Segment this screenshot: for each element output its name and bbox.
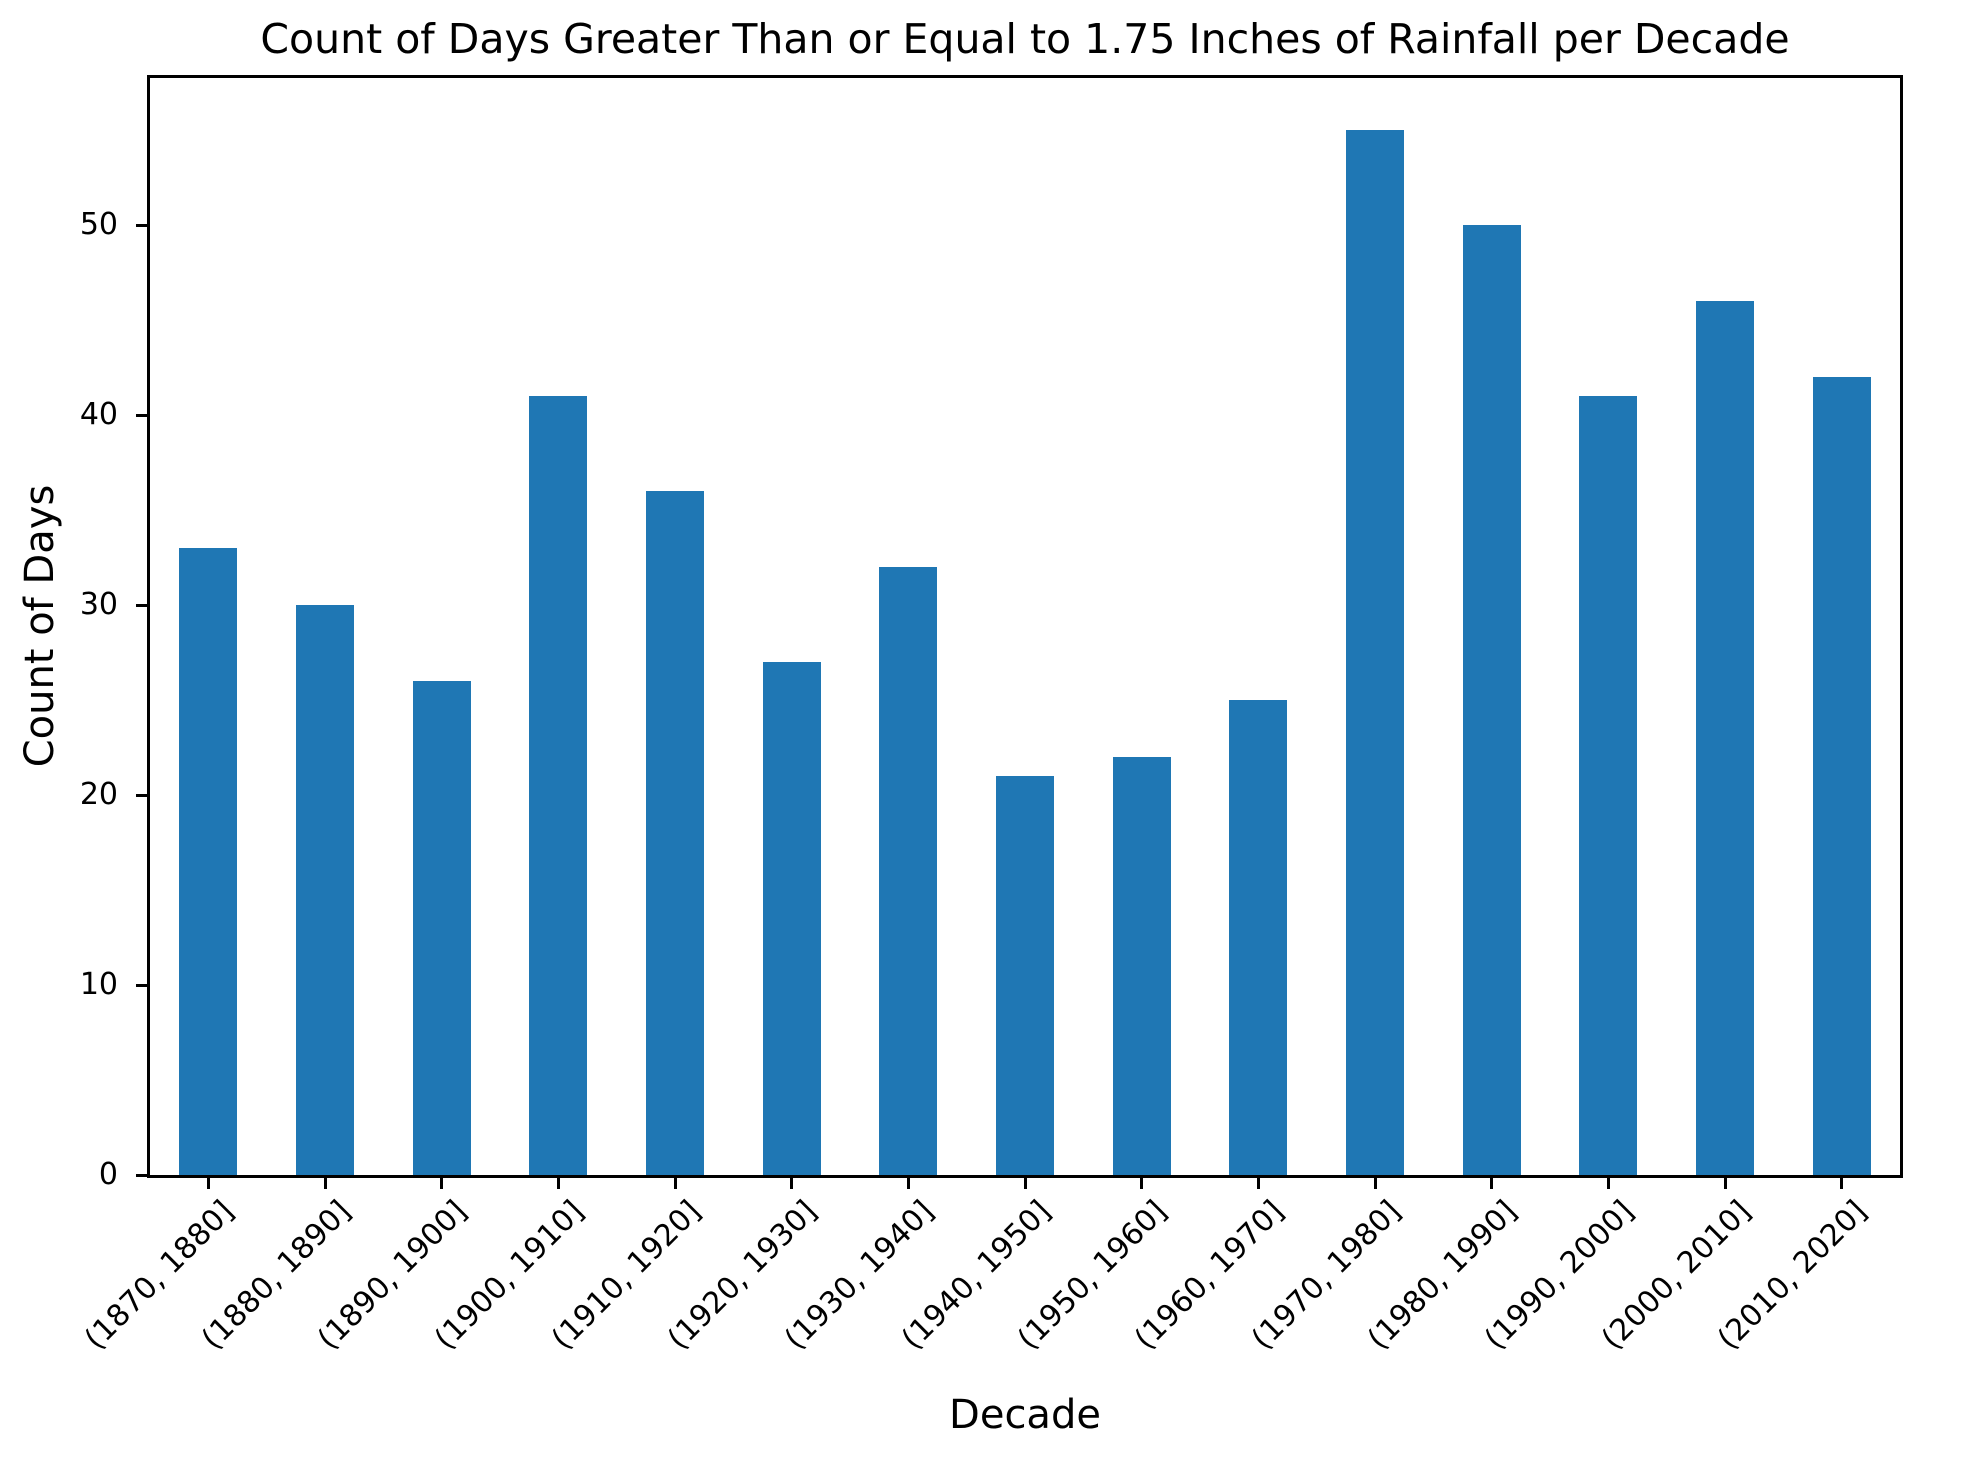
y-tick-label: 20 xyxy=(79,777,118,813)
bar xyxy=(1462,225,1521,1175)
x-tick-mark xyxy=(323,1178,327,1189)
x-tick-label: (1880, 1890] xyxy=(194,1193,358,1357)
y-tick-mark xyxy=(136,603,147,607)
y-tick-mark xyxy=(136,223,147,227)
x-tick-mark xyxy=(1373,1178,1377,1189)
x-tick-mark xyxy=(673,1178,677,1189)
bar xyxy=(1229,700,1288,1175)
bar xyxy=(1695,301,1755,1175)
x-tick-label: (1920, 1930] xyxy=(661,1193,825,1357)
bar xyxy=(529,396,588,1175)
x-tick-label: (1930, 1940] xyxy=(778,1193,941,1357)
x-tick-label: (2000, 2010] xyxy=(1594,1193,1758,1357)
bar xyxy=(995,776,1055,1175)
x-tick-mark xyxy=(906,1178,910,1189)
chart-title: Count of Days Greater Than or Equal to 1… xyxy=(260,15,1790,63)
x-tick-mark xyxy=(1256,1178,1260,1189)
x-tick-mark xyxy=(1140,1178,1144,1189)
y-tick-label: 10 xyxy=(79,967,118,1003)
bar xyxy=(1812,377,1871,1175)
x-tick-mark xyxy=(1490,1178,1494,1189)
bar xyxy=(295,605,355,1175)
bar xyxy=(762,662,821,1175)
x-tick-mark xyxy=(556,1178,560,1189)
y-tick-mark xyxy=(136,983,147,987)
bar xyxy=(1345,130,1405,1175)
x-tick-label: (1990, 2000] xyxy=(1478,1193,1641,1357)
x-tick-label: (1890, 1900] xyxy=(311,1193,475,1357)
x-tick-mark xyxy=(1023,1178,1027,1189)
bar xyxy=(879,567,938,1175)
x-tick-mark xyxy=(790,1178,794,1189)
x-tick-label: (1950, 1960] xyxy=(1011,1193,1175,1357)
y-tick-label: 30 xyxy=(79,587,118,623)
y-tick-mark xyxy=(136,413,147,417)
y-tick-mark xyxy=(136,793,147,797)
x-tick-label: (1940, 1950] xyxy=(894,1193,1058,1357)
x-tick-label: (1900, 1910] xyxy=(428,1193,591,1357)
bar xyxy=(179,548,238,1175)
y-tick-label: 40 xyxy=(79,397,118,433)
x-tick-mark xyxy=(206,1178,210,1189)
x-tick-label: (1980, 1990] xyxy=(1361,1193,1525,1357)
x-tick-mark xyxy=(440,1178,444,1189)
bars-layer xyxy=(150,78,1900,1175)
x-tick-mark xyxy=(1606,1178,1610,1189)
x-tick-label: (1960, 1970] xyxy=(1128,1193,1291,1357)
x-tick-label: (1970, 1980] xyxy=(1244,1193,1408,1357)
bar xyxy=(1579,396,1638,1175)
x-axis-label: Decade xyxy=(949,1392,1101,1438)
bar xyxy=(1112,757,1171,1175)
y-tick-label: 50 xyxy=(79,207,118,243)
x-tick-label: (2010, 2020] xyxy=(1711,1193,1875,1357)
y-axis-label: Count of Days xyxy=(17,484,63,768)
plot-area xyxy=(147,75,1903,1178)
bar xyxy=(412,681,471,1175)
y-tick-mark xyxy=(136,1173,147,1177)
y-tick-label: 0 xyxy=(98,1157,118,1192)
x-tick-label: (1910, 1920] xyxy=(544,1193,708,1357)
x-tick-label: (1870, 1880] xyxy=(78,1193,241,1357)
bar xyxy=(645,491,705,1175)
x-tick-mark xyxy=(1840,1178,1844,1189)
x-tick-mark xyxy=(1723,1178,1727,1189)
